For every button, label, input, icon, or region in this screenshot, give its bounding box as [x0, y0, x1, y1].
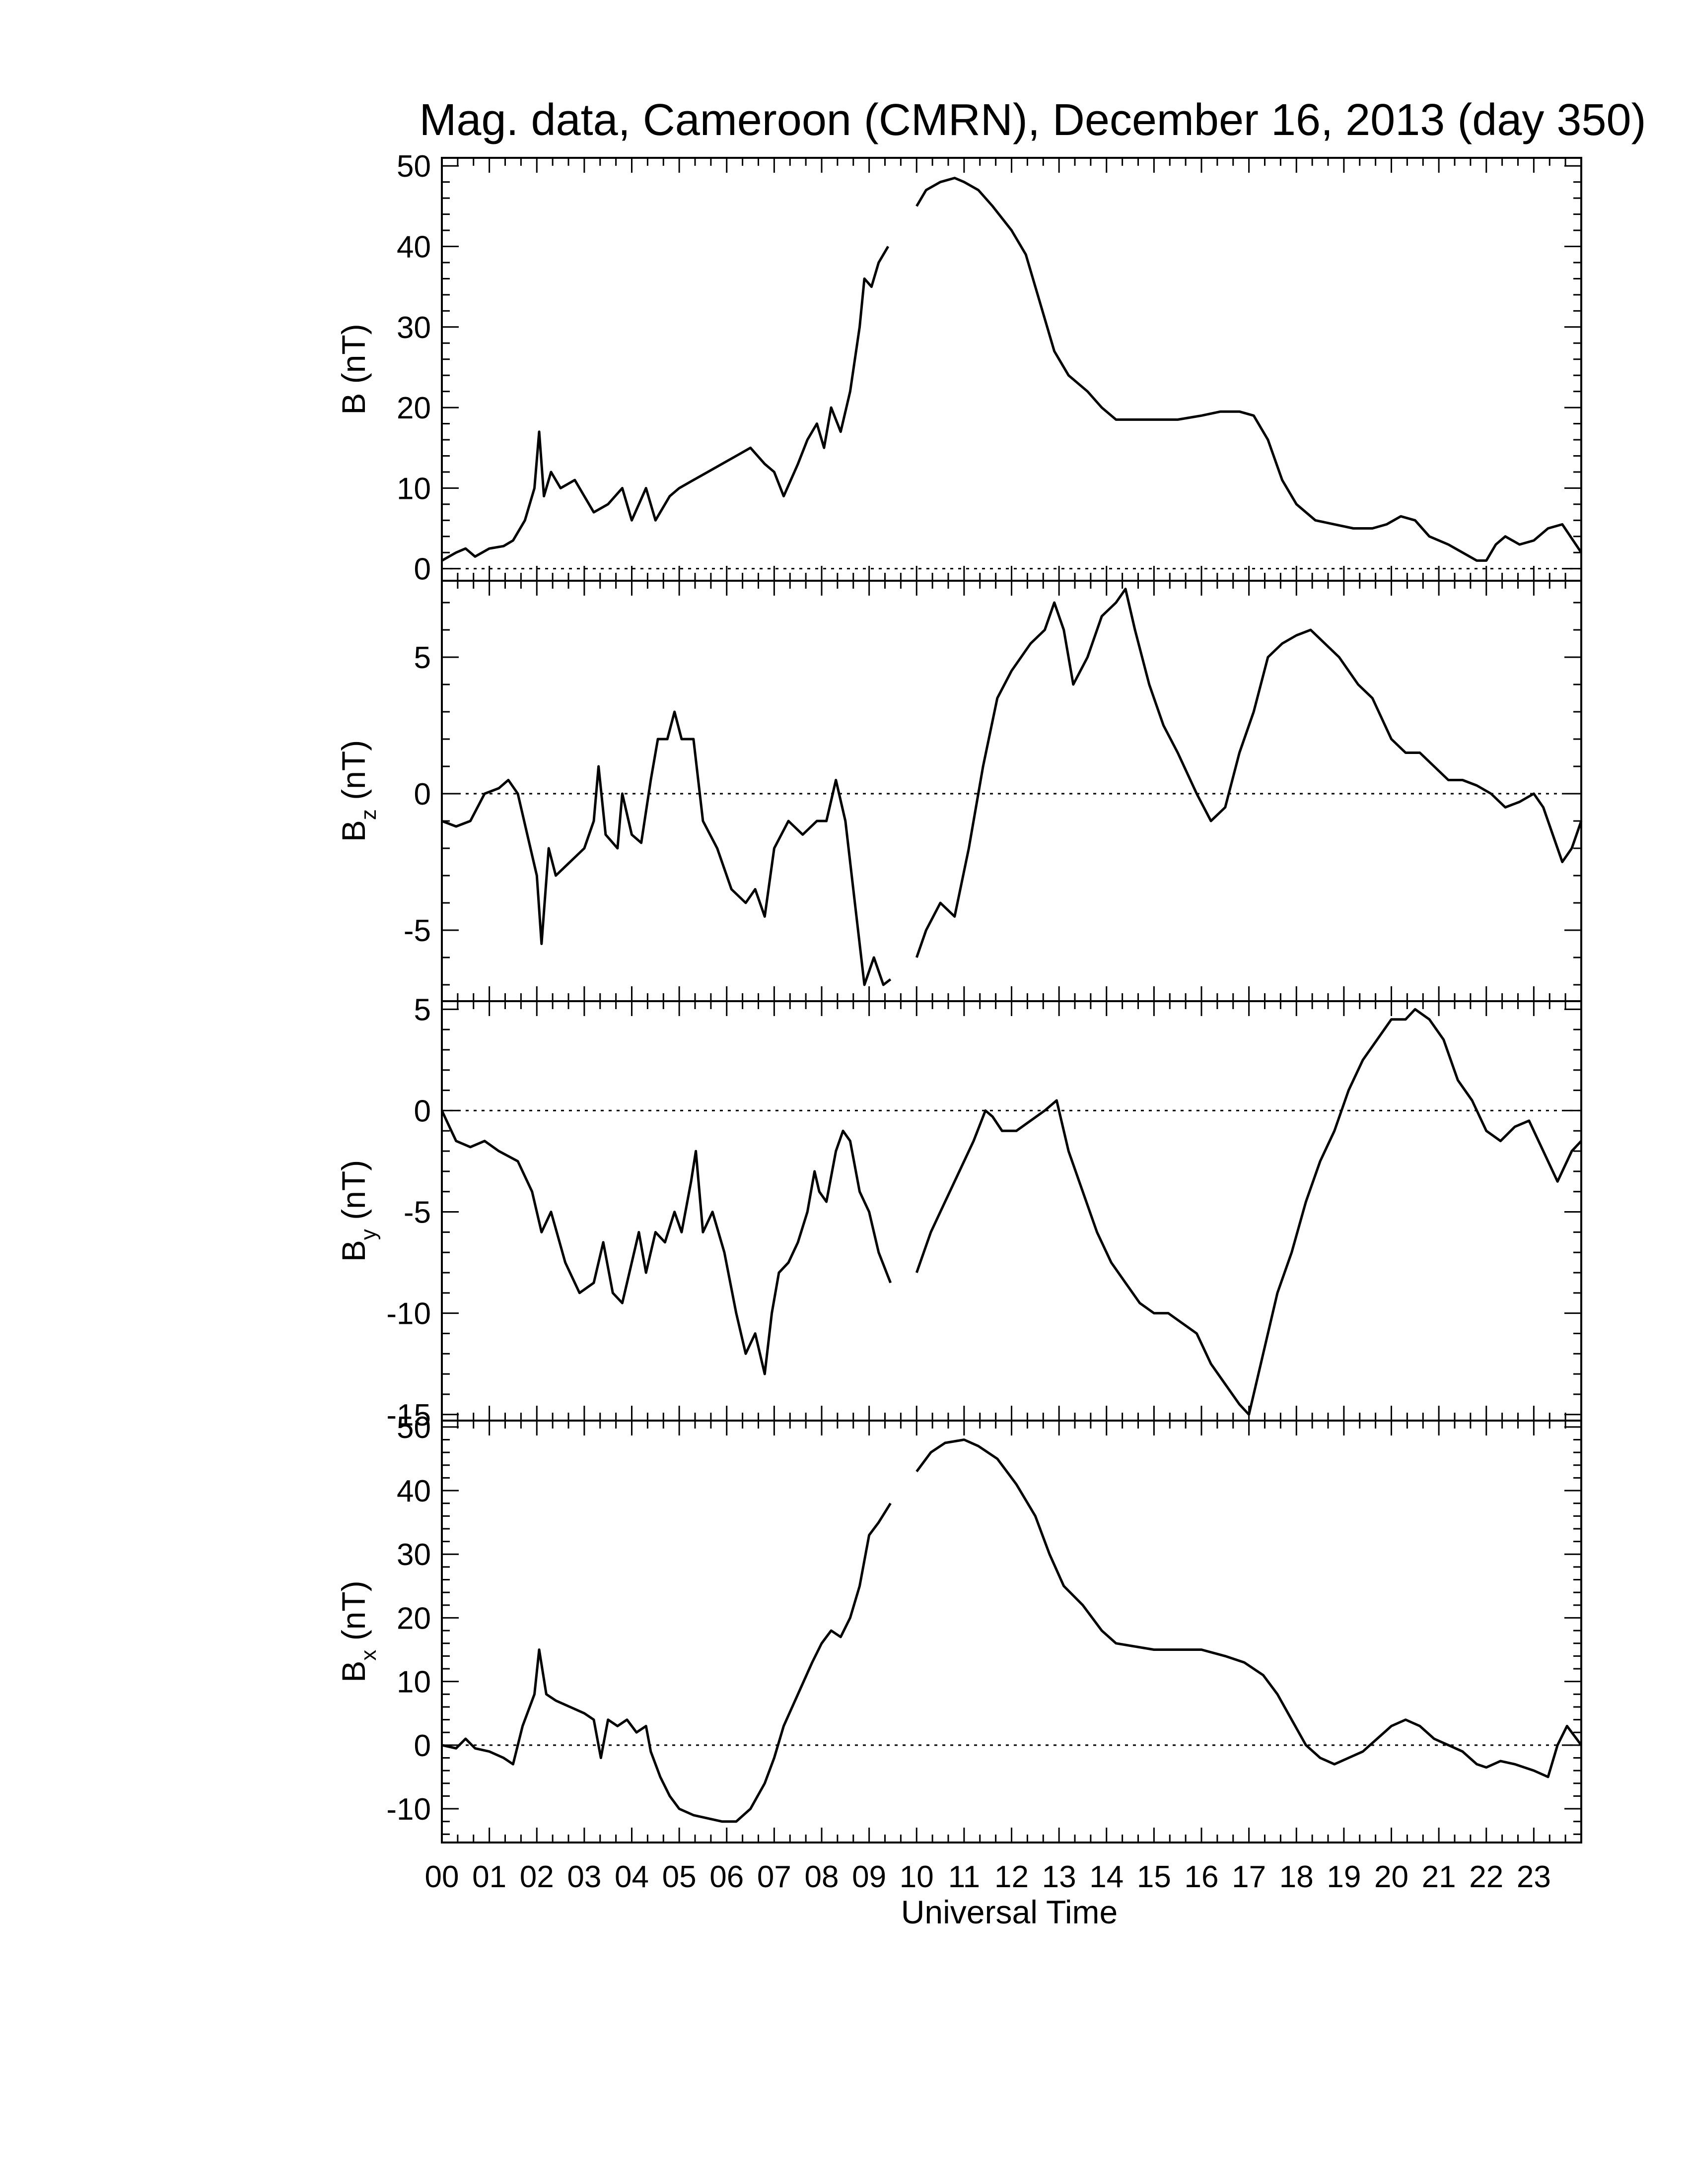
y-tick-label: 5: [414, 641, 431, 675]
panel-b: 0 10 20 30 40 50 B (nT): [335, 149, 1583, 587]
y-tick-label: 0: [414, 552, 431, 587]
x-tick-label: 18: [1279, 1860, 1314, 1894]
y-tick-label: 10: [397, 1665, 431, 1700]
panel-bx: -10 0 10 20 30 40 50 Bx (nT): [335, 1411, 1583, 1843]
y-tick-label: -5: [404, 1196, 431, 1230]
x-tick-label: 07: [757, 1860, 791, 1894]
x-tick-label: 05: [662, 1860, 697, 1894]
y-tick-label: 50: [397, 149, 431, 184]
y-tick-label: 50: [397, 1411, 431, 1445]
x-tick-label: 13: [1042, 1860, 1076, 1894]
panel-by: -15 -10 -5 0 5 By (nT): [335, 993, 1582, 1433]
x-tick-label: 00: [425, 1860, 459, 1894]
chart-title: Mag. data, Cameroon (CMRN), December 16,…: [419, 95, 1646, 145]
panel-frame: [441, 1420, 1582, 1843]
x-tick-label: 23: [1517, 1860, 1551, 1894]
series-line-b: [441, 177, 1583, 562]
y-axis-label: B (nT): [335, 324, 372, 414]
x-axis-tick-labels: 00 01 02 03 04 05 06 07 08 09 10 11 12 13 14 15 16 17 18 19…: [425, 1860, 1551, 1894]
y-tick-label: -5: [404, 914, 431, 948]
series-line-bx: [441, 1438, 1583, 1823]
y-tick-label: 20: [397, 391, 431, 425]
y-tick-label: 5: [414, 993, 431, 1027]
series-line-bz: [441, 588, 1583, 986]
x-tick-label: 08: [805, 1860, 839, 1894]
x-tick-label: 22: [1469, 1860, 1503, 1894]
y-tick-label: 0: [414, 1094, 431, 1128]
x-tick-label: 02: [520, 1860, 554, 1894]
x-tick-label: 06: [709, 1860, 744, 1894]
y-tick-label: 40: [397, 230, 431, 265]
panel-bz: -5 0 5 Bz (nT): [335, 580, 1583, 1002]
y-tick-label: 0: [414, 1729, 431, 1763]
panel-frame: [441, 580, 1582, 1002]
panels-layer: 0 10 20 30 40 50 B (nT) -5 0 5 Bz (nT) -15 -10 -5 0 5 By…: [335, 149, 1583, 1843]
y-tick-label: 30: [397, 311, 431, 345]
x-tick-label: 17: [1232, 1860, 1266, 1894]
x-axis-label: Universal Time: [901, 1894, 1118, 1930]
y-tick-label: -15: [386, 1398, 431, 1433]
x-tick-label: 21: [1422, 1860, 1456, 1894]
x-tick-label: 14: [1089, 1860, 1124, 1894]
x-tick-label: 20: [1374, 1860, 1408, 1894]
x-tick-label: 12: [994, 1860, 1029, 1894]
y-tick-label: 20: [397, 1601, 431, 1636]
x-tick-label: 01: [472, 1860, 506, 1894]
y-tick-label: 30: [397, 1538, 431, 1572]
x-tick-label: 16: [1185, 1860, 1219, 1894]
y-axis-label: Bz (nT): [335, 740, 381, 842]
x-tick-label: 19: [1327, 1860, 1361, 1894]
y-axis-label: Bx (nT): [335, 1580, 381, 1682]
x-tick-label: 03: [567, 1860, 601, 1894]
x-tick-label: 09: [852, 1860, 886, 1894]
x-tick-label: 10: [900, 1860, 934, 1894]
y-tick-label: 40: [397, 1474, 431, 1508]
series-line-by: [440, 1008, 1582, 1416]
y-tick-label: 0: [414, 777, 431, 812]
y-tick-label: -10: [386, 1297, 431, 1331]
panel-frame: [441, 1000, 1582, 1422]
y-axis-label: By (nT): [335, 1160, 381, 1262]
x-tick-label: 04: [615, 1860, 649, 1894]
panel-frame: [441, 157, 1582, 582]
x-tick-label: 11: [948, 1860, 980, 1894]
x-tick-label: 15: [1137, 1860, 1171, 1894]
y-tick-label: -10: [386, 1792, 431, 1827]
y-tick-label: 10: [397, 472, 431, 506]
